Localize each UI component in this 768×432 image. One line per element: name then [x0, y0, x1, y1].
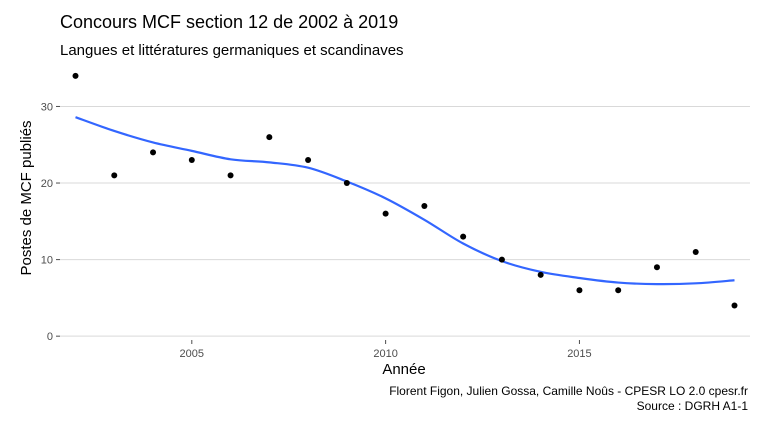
- y-tick-label: 30: [41, 101, 53, 113]
- data-point: [576, 287, 583, 294]
- data-point: [72, 72, 79, 79]
- y-tick-label: 0: [47, 331, 53, 343]
- data-point: [343, 180, 350, 187]
- x-axis-title: Année: [382, 361, 425, 378]
- chart-subtitle: Langues et littératures germaniques et s…: [60, 42, 404, 59]
- x-tick-label: 2005: [180, 348, 204, 360]
- caption-line-authors: Florent Figon, Julien Gossa, Camille Noû…: [389, 384, 748, 398]
- data-point: [150, 149, 157, 156]
- smooth-curve: [75, 116, 735, 286]
- data-point: [537, 271, 544, 278]
- data-point: [460, 233, 467, 240]
- caption-line-source: Source : DGRH A1-1: [636, 399, 748, 413]
- chart-title: Concours MCF section 12 de 2002 à 2019: [60, 12, 399, 32]
- data-point: [498, 256, 505, 263]
- data-point: [382, 210, 389, 217]
- x-tick-label: 2010: [373, 348, 397, 360]
- x-tick-label: 2015: [567, 348, 591, 360]
- y-tick-label: 20: [41, 178, 53, 190]
- data-point: [111, 172, 118, 179]
- data-point: [615, 287, 622, 294]
- data-point: [653, 264, 660, 271]
- axis-ticks: 0 10 20 30 2005 2010 2015: [41, 101, 592, 360]
- grid: [60, 105, 750, 337]
- data-points: [72, 72, 738, 309]
- data-point: [266, 134, 273, 141]
- data-point: [305, 157, 312, 164]
- data-point: [188, 157, 195, 164]
- chart-caption: Florent Figon, Julien Gossa, Camille Noû…: [389, 384, 748, 414]
- smooth-line: [75, 116, 735, 286]
- y-tick-label: 10: [41, 255, 53, 267]
- data-point: [692, 248, 699, 255]
- data-point: [421, 203, 428, 209]
- y-axis-title: Postes de MCF publiés: [18, 120, 35, 275]
- data-point: [731, 302, 738, 309]
- data-point: [227, 172, 234, 179]
